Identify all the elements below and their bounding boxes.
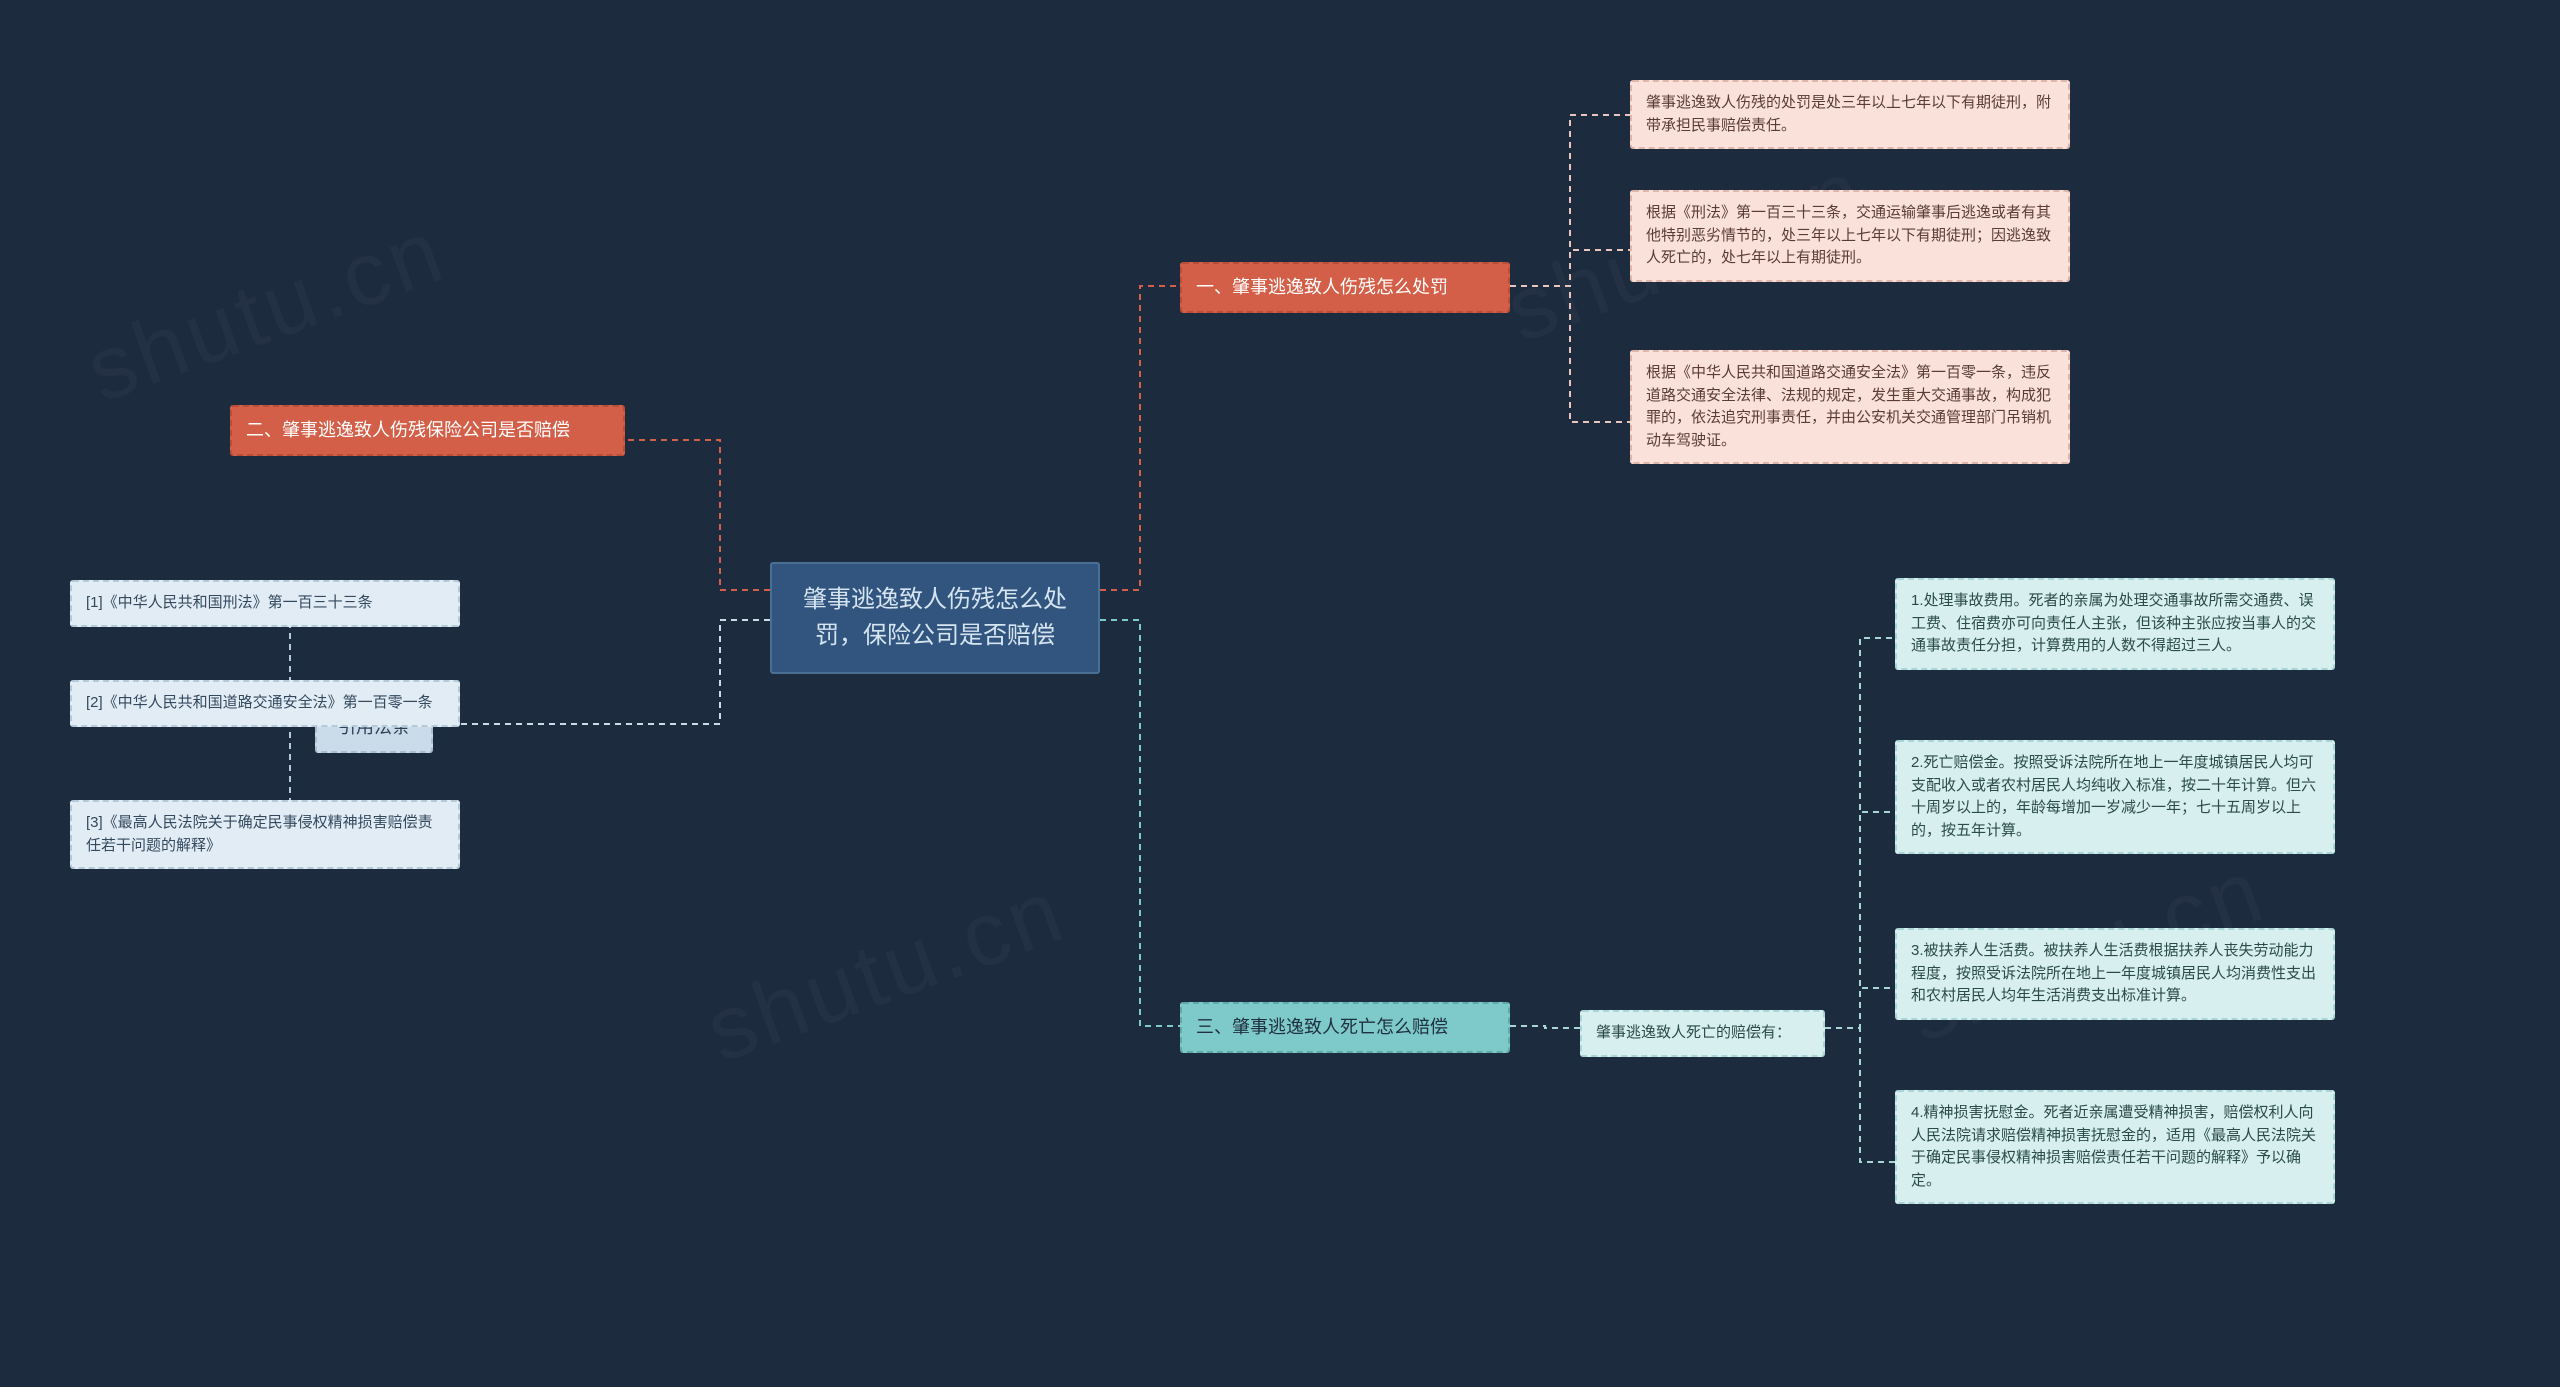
branch3-leaf-1: 1.处理事故费用。死者的亲属为处理交通事故所需交通费、误工费、住宿费亦可向责任人…	[1895, 578, 2335, 670]
branch1-title[interactable]: 一、肇事逃逸致人伤残怎么处罚	[1180, 262, 1510, 313]
branch4-leaf-3: [3]《最高人民法院关于确定民事侵权精神损害赔偿责任若干问题的解释》	[70, 800, 460, 869]
branch1-leaf-1: 肇事逃逸致人伤残的处罚是处三年以上七年以下有期徒刑，附带承担民事赔偿责任。	[1630, 80, 2070, 149]
branch1-leaf-2: 根据《刑法》第一百三十三条，交通运输肇事后逃逸或者有其他特别恶劣情节的，处三年以…	[1630, 190, 2070, 282]
branch4-leaf-2: [2]《中华人民共和国道路交通安全法》第一百零一条	[70, 680, 460, 727]
branch4-leaf-1: [1]《中华人民共和国刑法》第一百三十三条	[70, 580, 460, 627]
branch3-leaf-3: 3.被扶养人生活费。被扶养人生活费根据扶养人丧失劳动能力程度，按照受诉法院所在地…	[1895, 928, 2335, 1020]
watermark: shutu.cn	[74, 199, 459, 423]
branch2-title[interactable]: 二、肇事逃逸致人伤残保险公司是否赔偿	[230, 405, 625, 456]
watermark: shutu.cn	[694, 859, 1079, 1083]
root-node[interactable]: 肇事逃逸致人伤残怎么处罚，保险公司是否赔偿	[770, 562, 1100, 674]
branch1-leaf-3: 根据《中华人民共和国道路交通安全法》第一百零一条，违反道路交通安全法律、法规的规…	[1630, 350, 2070, 464]
branch3-leaf-2: 2.死亡赔偿金。按照受诉法院所在地上一年度城镇居民人均可支配收入或者农村居民人均…	[1895, 740, 2335, 854]
branch3-intermediate: 肇事逃逸致人死亡的赔偿有：	[1580, 1010, 1825, 1057]
branch3-leaf-4: 4.精神损害抚慰金。死者近亲属遭受精神损害，赔偿权利人向人民法院请求赔偿精神损害…	[1895, 1090, 2335, 1204]
branch3-title[interactable]: 三、肇事逃逸致人死亡怎么赔偿	[1180, 1002, 1510, 1053]
